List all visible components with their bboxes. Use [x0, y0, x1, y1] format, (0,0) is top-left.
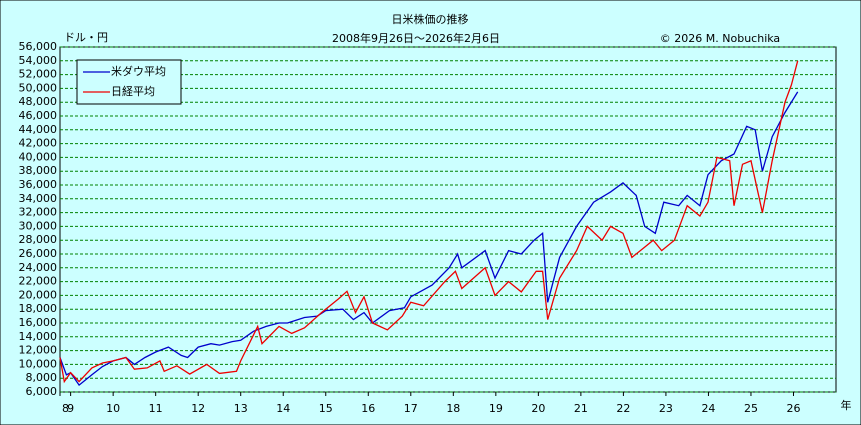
- y-tick-label: 36,000: [19, 178, 58, 191]
- y-tick-label: 8,000: [26, 371, 58, 384]
- x-tick-label: 20: [531, 402, 545, 415]
- y-tick-label: 56,000: [19, 40, 58, 53]
- chart-title: 日米株価の推移: [392, 12, 469, 26]
- x-tick-label: 15: [319, 402, 333, 415]
- x-tick-label: 16: [361, 402, 375, 415]
- x-tick-label: 12: [191, 402, 205, 415]
- y-axis-label: ドル・円: [64, 31, 108, 44]
- x-tick-label: 11: [149, 402, 163, 415]
- series-line: [59, 91, 799, 387]
- y-tick-label: 48,000: [19, 95, 58, 108]
- legend: [76, 59, 182, 105]
- y-tick-label: 24,000: [19, 261, 58, 274]
- x-tick-label: 10: [106, 402, 120, 415]
- y-tick-label: 28,000: [19, 233, 58, 246]
- y-tick-label: 26,000: [19, 247, 58, 260]
- x-tick-label: 18: [446, 402, 460, 415]
- y-tick-label: 52,000: [19, 68, 58, 81]
- legend-label: 米ダウ平均: [111, 64, 166, 78]
- x-axis-label: 年: [841, 398, 852, 412]
- y-tick-label: 40,000: [19, 150, 58, 163]
- x-tick-label: 25: [744, 402, 758, 415]
- y-tick-label: 10,000: [19, 357, 58, 370]
- y-tick-label: 38,000: [19, 164, 58, 177]
- legend-label: 日経平均: [111, 85, 155, 98]
- y-tick-label: 54,000: [19, 54, 58, 67]
- plot-area: [59, 46, 837, 393]
- x-tick-label: 22: [616, 402, 630, 415]
- series-line: [59, 60, 799, 384]
- x-tick-label: 8: [62, 402, 69, 415]
- x-tick-label: 9: [67, 402, 74, 415]
- x-tick-label: 13: [234, 402, 248, 415]
- y-tick-label: 20,000: [19, 288, 58, 301]
- y-tick-label: 22,000: [19, 275, 58, 288]
- y-tick-label: 42,000: [19, 137, 58, 150]
- y-tick-label: 32,000: [19, 206, 58, 219]
- y-tick-label: 14,000: [19, 330, 58, 343]
- y-tick-label: 6,000: [26, 385, 58, 398]
- y-tick-label: 44,000: [19, 123, 58, 136]
- x-tick-label: 17: [404, 402, 418, 415]
- x-tick-label: 14: [276, 402, 290, 415]
- y-tick-label: 12,000: [19, 344, 58, 357]
- x-tick-label: 24: [701, 402, 715, 415]
- x-tick-label: 21: [574, 402, 588, 415]
- y-tick-label: 46,000: [19, 109, 58, 122]
- y-tick-label: 30,000: [19, 219, 58, 232]
- y-tick-label: 50,000: [19, 81, 58, 94]
- y-tick-label: 16,000: [19, 316, 58, 329]
- x-tick-label: 26: [786, 402, 800, 415]
- y-tick-label: 18,000: [19, 302, 58, 315]
- x-tick-label: 23: [659, 402, 673, 415]
- x-tick-label: 19: [489, 402, 503, 415]
- chart-subtitle: 2008年9月26日～2026年2月6日: [332, 31, 500, 45]
- copyright: © 2026 M. Nobuchika: [660, 32, 780, 45]
- y-tick-label: 34,000: [19, 192, 58, 205]
